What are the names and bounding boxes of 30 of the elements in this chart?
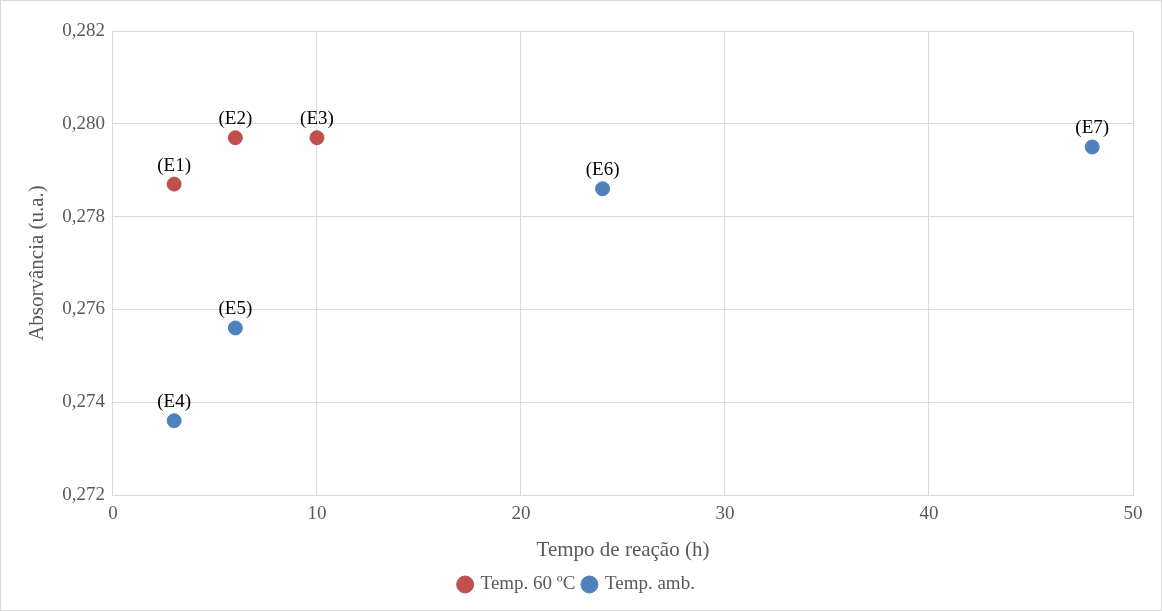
y-tick-label: 0,278 [62, 204, 105, 226]
x-tick-label: 30 [715, 502, 735, 524]
annotation: (E1) [157, 153, 192, 176]
x-tick-label: 0 [108, 502, 118, 524]
point [166, 413, 182, 429]
point [166, 176, 182, 192]
annotation: (E3) [300, 107, 334, 130]
point [227, 320, 243, 336]
x-axis-title: Tempo de reação (h) [536, 536, 710, 561]
annotation: (E7) [1075, 116, 1110, 139]
y-tick-label: 0,282 [62, 18, 105, 40]
x-tick-label: 10 [307, 502, 327, 524]
point [595, 181, 611, 197]
y-axis-title: Absorvância (u.a.) [24, 185, 49, 341]
annotation: (E6) [585, 158, 620, 181]
y-tick-label: 0,274 [62, 390, 106, 412]
legend-label: Temp. amb. [604, 572, 695, 594]
x-tick-label: 50 [1123, 502, 1143, 524]
point [227, 130, 243, 146]
y-tick-label: 0,280 [62, 111, 105, 133]
x-tick-label: 20 [511, 502, 531, 524]
y-tick-label: 0,272 [62, 482, 105, 504]
legend-label: Temp. 60 ºC [480, 572, 576, 594]
y-tick-label: 0,276 [62, 297, 105, 319]
annotation: (E4) [157, 390, 192, 413]
annotation: (E5) [218, 297, 253, 320]
annotation: (E2) [218, 107, 253, 130]
point [1084, 139, 1100, 155]
point [309, 130, 325, 146]
x-tick-label: 40 [919, 502, 939, 524]
